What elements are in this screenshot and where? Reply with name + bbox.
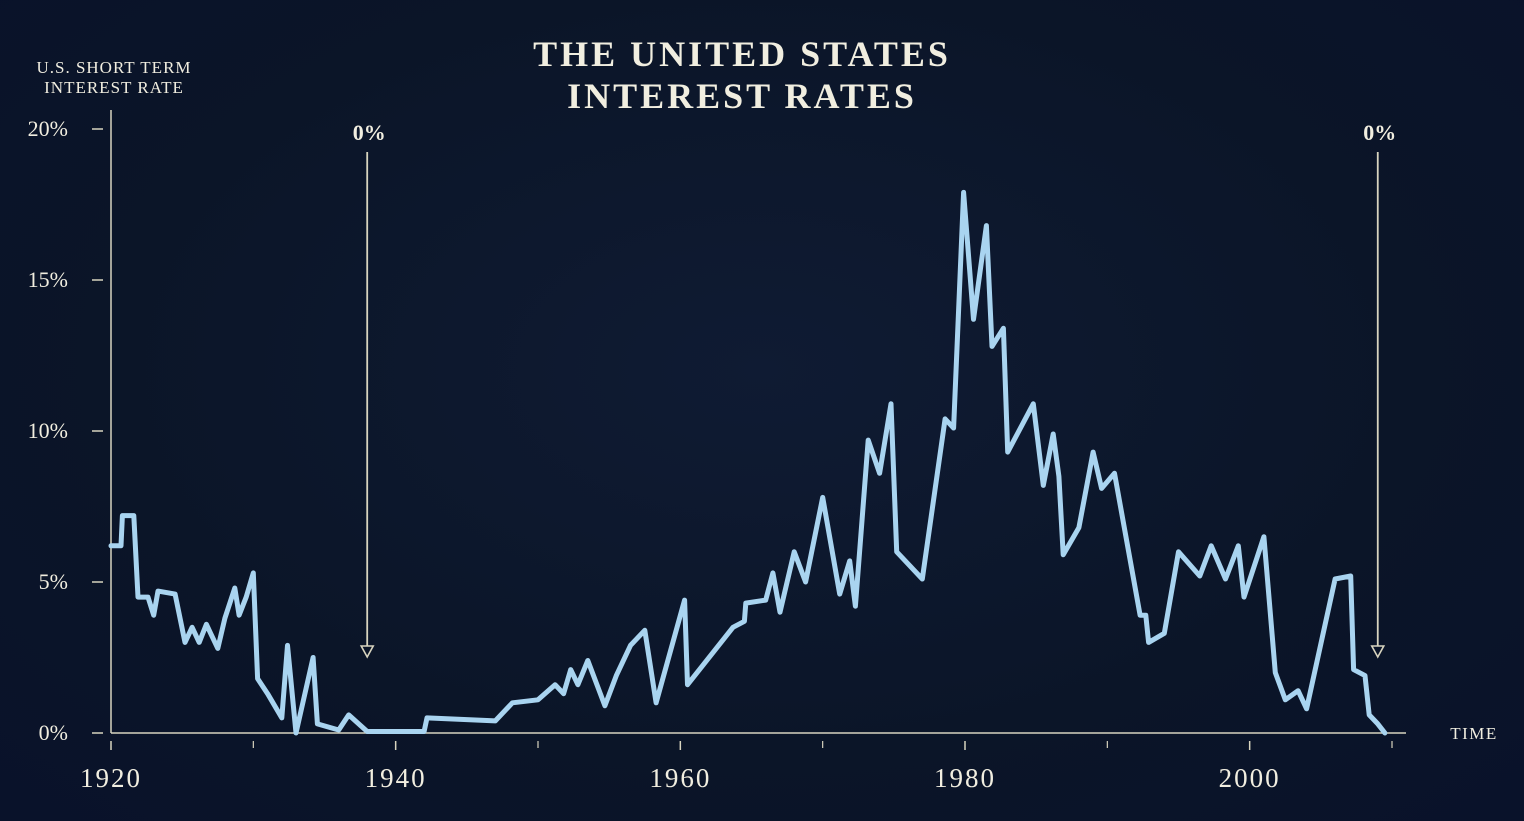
zero-percent-annotation: 0% [1363, 120, 1396, 145]
x-tick-label: 1940 [365, 763, 427, 793]
x-tick-label: 2000 [1219, 763, 1281, 793]
y-tick-label: 0% [39, 720, 68, 745]
y-tick-label: 10% [28, 418, 68, 443]
annotation-arrowhead [359, 645, 375, 659]
y-axis-label-line2: INTEREST RATE [44, 78, 184, 97]
y-tick-label: 20% [28, 116, 68, 141]
interest-rate-series-line [108, 189, 1388, 736]
y-axis-label-line1: U.S. SHORT TERM [36, 58, 191, 77]
annotation-arrowhead [1370, 645, 1386, 659]
x-tick-label: 1980 [934, 763, 996, 793]
y-tick-label: 15% [28, 267, 68, 292]
x-axis-label: TIME [1450, 724, 1498, 743]
y-tick-label: 5% [39, 569, 68, 594]
chart-title-line1: THE UNITED STATES [533, 34, 951, 74]
x-tick-label: 1960 [649, 763, 711, 793]
chart-title-line2: INTEREST RATES [567, 76, 917, 116]
zero-percent-annotation: 0% [353, 120, 386, 145]
x-tick-label: 1920 [80, 763, 142, 793]
